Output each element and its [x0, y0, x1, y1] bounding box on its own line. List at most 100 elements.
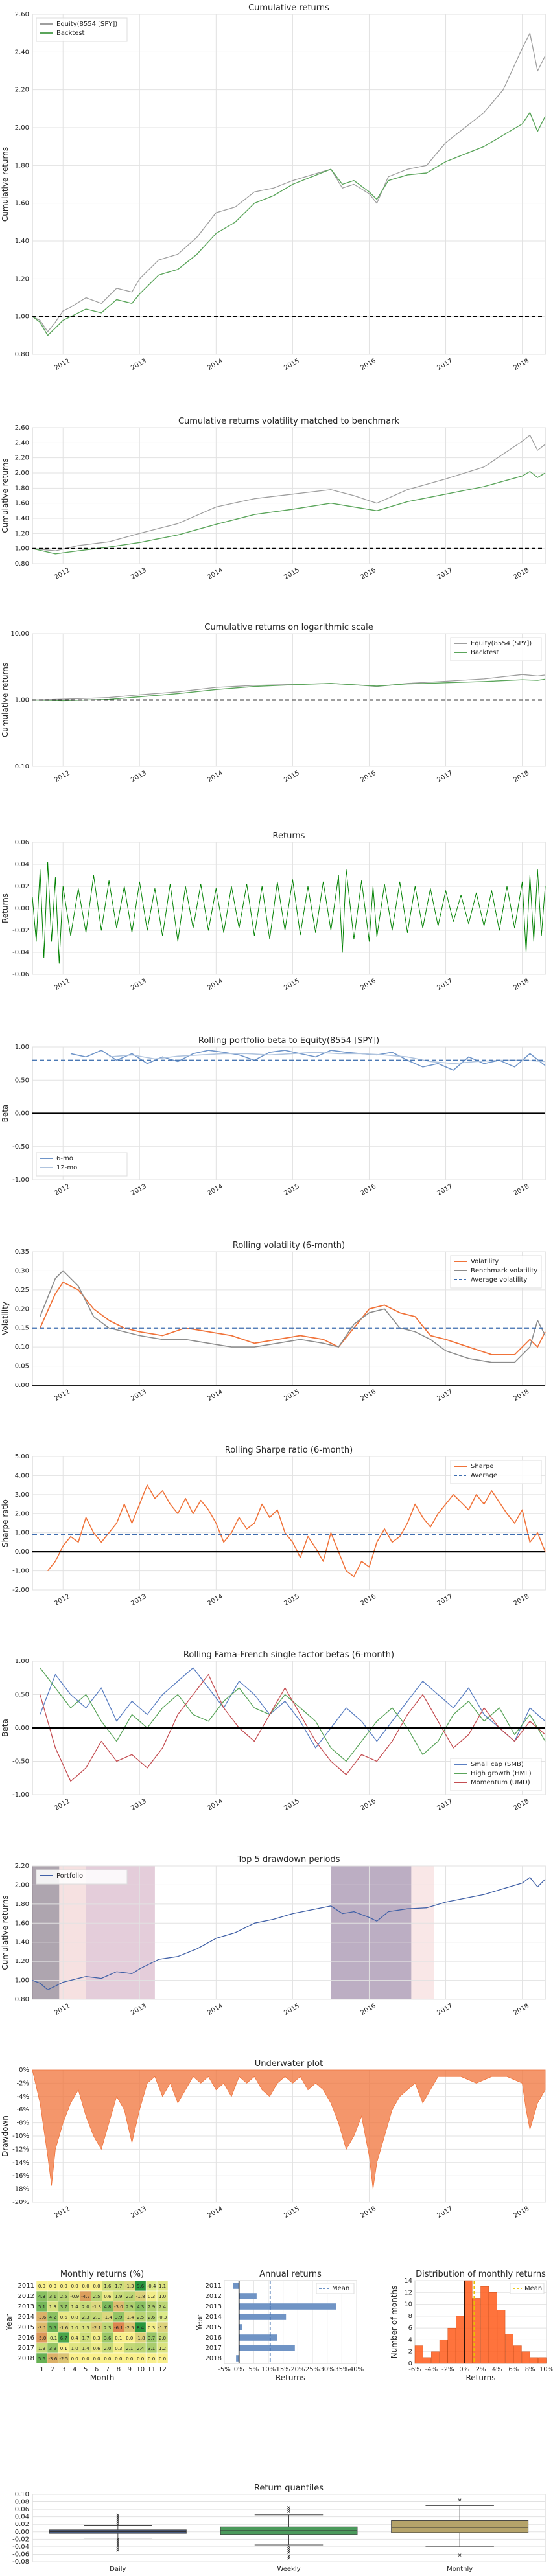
y-tick-label: 4 — [408, 2336, 412, 2343]
y-tick-label: -0.50 — [12, 1758, 29, 1765]
heatmap-value: 1.9 — [115, 2294, 122, 2299]
legend: Small cap (SMB) High growth (HML) Momentum… — [450, 1758, 542, 1791]
chart-heatmap: 0.0 0.0 0.0 0.0 0.0 0.0 1.6 1.7 -1.3 9.6 -0.4 1.120… — [5, 2270, 169, 2382]
y-tick-label: -6% — [17, 2106, 29, 2113]
y-tick-label: 1.20 — [15, 275, 29, 282]
y-axis-label: Returns — [1, 893, 10, 923]
area-drawdown — [32, 2069, 546, 2189]
heatmap-value: 0.0 — [49, 2284, 56, 2289]
y-tick-label: 2.20 — [15, 1863, 29, 1870]
heatmap-col-label: 4 — [73, 2366, 76, 2373]
x-tick-label: 2016 — [359, 1593, 377, 1607]
y-tick-label: 1.20 — [15, 530, 29, 537]
drawdown-span — [59, 1866, 86, 1999]
y-tick-label: 0.15 — [15, 1325, 29, 1332]
x-tick-label: 2015 — [283, 770, 301, 784]
drawdown-span — [331, 1866, 412, 1999]
y-tick-label: 2017 — [206, 2345, 222, 2352]
heatmap-value: -3.6 — [38, 2315, 47, 2320]
legend-label: Small cap (SMB) — [471, 1761, 524, 1768]
x-tick-label: 2017 — [436, 1593, 454, 1607]
x-tick-label: 2014 — [206, 2205, 224, 2220]
y-axis-label: Beta — [1, 1105, 10, 1123]
x-tick-label: 2013 — [130, 1183, 148, 1197]
y-tick-label: 0.35 — [15, 1248, 29, 1256]
chart-title: Cumulative returns — [248, 3, 329, 13]
heatmap-value: -1.8 — [136, 2294, 145, 2299]
heatmap-value: 9.6 — [137, 2284, 145, 2289]
heatmap-value: 0.0 — [148, 2356, 155, 2362]
heatmap-value: 4.3 — [38, 2294, 45, 2299]
x-tick-label: 2018 — [513, 567, 531, 581]
legend-label: Average volatility — [471, 1276, 527, 1283]
y-tick-label: 0.50 — [15, 1077, 29, 1084]
heatmap-value: 3.1 — [148, 2346, 155, 2351]
heatmap-row-label: 2013 — [18, 2303, 34, 2310]
heatmap-value: 0.0 — [93, 2356, 100, 2362]
x-tick-label: 2018 — [513, 1183, 531, 1197]
heatmap-value: 0.6 — [104, 2294, 112, 2299]
y-axis-label: Cumulative returns — [1, 147, 10, 222]
x-tick-label: 2014 — [206, 567, 224, 581]
heatmap-cell — [156, 2352, 169, 2364]
heatmap-value: -5.0 — [38, 2336, 47, 2341]
legend-label: High growth (HML) — [471, 1770, 532, 1777]
y-tick-label: 2.60 — [15, 424, 29, 431]
x-tick-label: 2017 — [436, 1388, 454, 1403]
y-tick-label: 8 — [408, 2313, 412, 2320]
series-line — [39, 1282, 546, 1355]
legend-label: Portfolio — [56, 1872, 83, 1880]
heatmap-value: 1.0 — [71, 2325, 78, 2330]
x-tick-label: 2015 — [283, 978, 301, 992]
heatmap-value: -4.7 — [81, 2294, 90, 2299]
x-tick-label: 2013 — [130, 770, 148, 784]
y-tick-label: -18% — [12, 2186, 29, 2193]
heatmap-value: 1.6 — [104, 2284, 112, 2289]
heatmap-value: 0.0 — [93, 2284, 100, 2289]
heatmap-value: 5.1 — [38, 2305, 45, 2310]
heatmap-value: -0.4 — [147, 2284, 156, 2289]
y-tick-label: 1.00 — [15, 1044, 29, 1051]
outlier-marker — [458, 2553, 462, 2557]
legend: Equity(8554 [SPY]) Backtest — [36, 17, 128, 42]
histogram-bar — [464, 2280, 473, 2364]
chart-title: Monthly returns (%) — [60, 2270, 144, 2279]
heatmap-value: 0.1 — [60, 2346, 67, 2351]
x-tick-label: 2018 — [513, 2003, 531, 2017]
heatmap-value: -3.0 — [114, 2305, 123, 2310]
legend: Portfolio — [36, 1869, 128, 1885]
heatmap-value: -0.1 — [49, 2336, 58, 2341]
y-tick-label: 0.08 — [15, 2499, 29, 2506]
y-tick-label: 1.00 — [15, 1530, 29, 1537]
x-tick-label: 2016 — [359, 1388, 377, 1403]
heatmap-value: -0.9 — [70, 2294, 79, 2299]
x-tick-label: 2013 — [130, 1593, 148, 1607]
heatmap-value: 1.3 — [82, 2325, 89, 2330]
heatmap-value: 0.4 — [71, 2336, 79, 2341]
heatmap-value: 5.6 — [38, 2356, 46, 2362]
series-line — [32, 112, 546, 336]
chart-title: Rolling volatility (6-month) — [233, 1241, 345, 1250]
heatmap-value: 1.3 — [49, 2305, 56, 2310]
x-tick-label: 2016 — [359, 978, 377, 992]
heatmap-value: 3.7 — [148, 2336, 155, 2341]
histogram-bar — [447, 2327, 456, 2364]
heatmap-value: 6.7 — [60, 2336, 67, 2341]
legend-label: Benchmark volatility — [471, 1267, 537, 1274]
y-tick-label: -1.00 — [12, 1791, 29, 1799]
heatmap-value: 1.0 — [159, 2294, 166, 2299]
y-axis-label: Sharpe ratio — [1, 1499, 10, 1547]
x-tick-label: 2014 — [206, 1593, 224, 1607]
x-tick-label: 2017 — [436, 358, 454, 372]
plot-area — [32, 1865, 546, 2000]
annual-bar — [239, 2334, 277, 2341]
legend-box — [510, 2283, 545, 2294]
y-tick-label: 0.10 — [15, 2491, 29, 2498]
series-line — [47, 1484, 546, 1578]
y-tick-label: -0.06 — [12, 2551, 29, 2558]
x-tick-label: 35% — [335, 2366, 349, 2373]
y-tick-label: 10.00 — [10, 630, 29, 638]
heatmap-value: 2.0 — [159, 2336, 166, 2341]
y-tick-label: 0.80 — [15, 560, 29, 568]
x-tick-label: 2016 — [359, 1798, 377, 1812]
